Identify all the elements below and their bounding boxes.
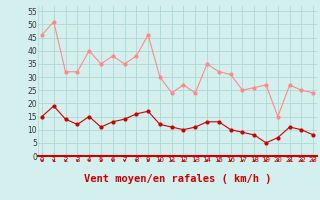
- X-axis label: Vent moyen/en rafales ( km/h ): Vent moyen/en rafales ( km/h ): [84, 174, 271, 184]
